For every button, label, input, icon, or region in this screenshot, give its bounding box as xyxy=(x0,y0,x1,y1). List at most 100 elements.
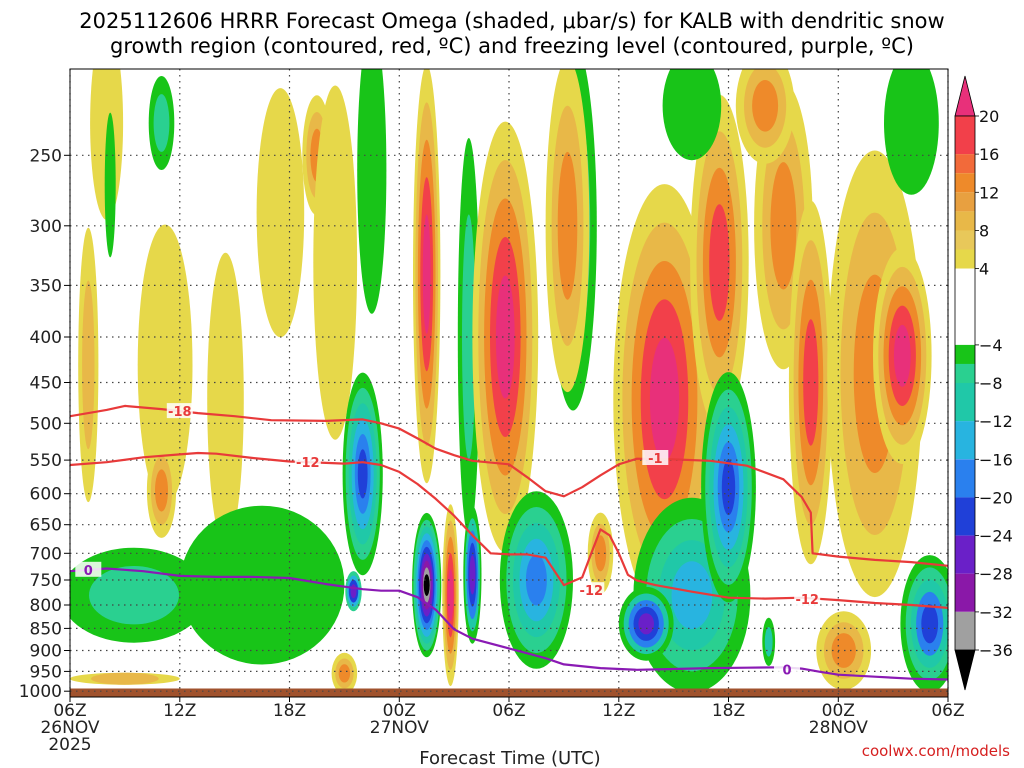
y-tick-label: 800 xyxy=(30,596,62,616)
omega-level--4 xyxy=(104,112,116,258)
omega-cell xyxy=(884,69,939,195)
colorbar-label: 20 xyxy=(979,107,999,126)
omega-level--28 xyxy=(638,613,654,635)
colorbar-bin xyxy=(955,535,975,574)
credit-text: coolwx.com/models xyxy=(862,742,1010,760)
contour-line xyxy=(70,404,948,567)
colorbar-label: −20 xyxy=(979,488,1013,507)
colorbar-bin xyxy=(955,230,975,250)
omega-level--40 xyxy=(423,574,430,596)
omega-cell xyxy=(104,112,116,258)
y-tick-label: 750 xyxy=(30,571,62,591)
contour-label-bg xyxy=(578,582,605,598)
omega-cell xyxy=(690,94,749,431)
colorbar-bin xyxy=(955,573,975,612)
omega-level--28 xyxy=(469,555,476,595)
omega-cell xyxy=(412,512,442,658)
contour-label: -12 xyxy=(580,584,604,599)
colorbar-bin xyxy=(955,344,975,364)
x-tick-label: 26NOV xyxy=(40,718,99,738)
colorbar-top-arrow xyxy=(954,75,976,117)
omega-cell xyxy=(900,555,948,693)
colorbar-label: 4 xyxy=(979,260,989,279)
omega-level-20 xyxy=(649,337,680,461)
y-tick-label: 950 xyxy=(30,662,62,682)
omega-cell xyxy=(256,88,305,338)
omega-level-12 xyxy=(752,80,779,132)
omega-level--16 xyxy=(671,561,713,630)
omega-level-16 xyxy=(803,319,819,446)
omega-cell xyxy=(618,586,674,661)
title-line-1: 2025112606 HRRR Forecast Omega (shaded, … xyxy=(79,9,944,33)
x-tick-label: 00Z xyxy=(822,701,855,721)
colorbar-bin xyxy=(955,173,975,193)
y-tick-label: 900 xyxy=(30,642,62,662)
omega-level--8 xyxy=(153,94,170,152)
omega-cell xyxy=(331,652,358,695)
omega-level-4 xyxy=(137,224,193,506)
omega-level--4 xyxy=(179,505,345,665)
omega-cell xyxy=(873,247,932,464)
colorbar-bottom-arrow xyxy=(954,649,976,691)
terrain-fill xyxy=(70,688,948,697)
omega-level-20 xyxy=(495,275,515,399)
omega-cell xyxy=(662,69,722,161)
colorbar-bin xyxy=(955,459,975,498)
colorbar-label: 12 xyxy=(979,183,999,202)
x-axis-title: Forecast Time (UTC) xyxy=(419,748,600,768)
y-tick-label: 650 xyxy=(30,516,62,536)
omega-cell xyxy=(442,504,459,687)
colorbar-bin xyxy=(955,116,975,155)
y-axis-ticks: 250 300 350 400 450 500 550 600 650 700 750 800 850 9… xyxy=(19,146,70,702)
contour-label-bg xyxy=(794,591,821,607)
y-tick-label: 300 xyxy=(30,217,62,237)
omega-cell xyxy=(735,69,795,164)
omega-level-8 xyxy=(91,672,159,685)
colorbar-bin xyxy=(955,363,975,383)
omega-level--4 xyxy=(884,69,939,195)
omega-cell xyxy=(816,611,872,690)
x-tick-label: 06Z xyxy=(931,701,964,721)
omega-cell xyxy=(545,69,590,393)
omega-cell xyxy=(357,69,387,314)
y-tick-label: 250 xyxy=(30,146,62,166)
contour-label-bg xyxy=(774,661,800,677)
contour-label: -12 xyxy=(795,593,819,608)
colorbar-label: 8 xyxy=(979,221,989,240)
omega-level--20 xyxy=(525,554,547,606)
contour-label-bg xyxy=(294,454,321,470)
colorbar-label: −12 xyxy=(979,412,1013,431)
colorbar-label: −8 xyxy=(979,374,1003,393)
y-tick-label: 400 xyxy=(30,328,62,348)
terrain-band xyxy=(70,688,948,697)
colorbar-bin xyxy=(955,611,975,650)
omega-cell xyxy=(613,184,716,615)
omega-cell xyxy=(342,372,383,576)
colorbar-bin xyxy=(955,249,975,269)
x-tick-label: 28NOV xyxy=(809,718,868,738)
omega-level-12 xyxy=(770,162,797,290)
colorbar-label: −32 xyxy=(979,603,1013,622)
title-block: 2025112606 HRRR Forecast Omega (shaded, … xyxy=(79,9,944,58)
contour-label: -12 xyxy=(296,456,320,471)
omega-level-16 xyxy=(709,204,730,321)
omega-level--8 xyxy=(462,214,476,460)
omega-level--24 xyxy=(921,604,939,644)
contour-label: -18 xyxy=(168,405,192,420)
contour-label-bg xyxy=(166,403,193,419)
omega-cell xyxy=(457,138,480,536)
omega-cell xyxy=(78,227,99,503)
omega-cell xyxy=(146,443,177,538)
omega-cell xyxy=(179,505,345,665)
y-tick-label: 700 xyxy=(30,544,62,564)
omega-cell xyxy=(472,121,539,553)
contour-label-bg xyxy=(642,450,669,465)
colorbar-label: −4 xyxy=(979,336,1003,355)
colorbar-bin xyxy=(955,211,975,231)
omega-level--4 xyxy=(357,69,387,314)
x-tick-label: 18Z xyxy=(712,701,745,721)
colorbar-bin xyxy=(955,421,975,460)
y-tick-label: 350 xyxy=(30,276,62,296)
